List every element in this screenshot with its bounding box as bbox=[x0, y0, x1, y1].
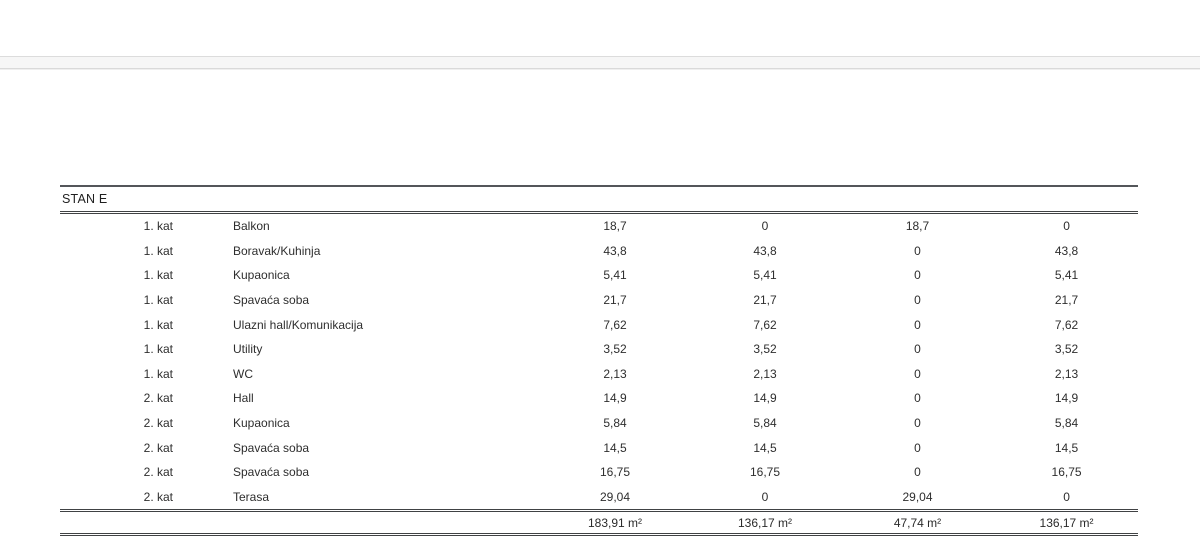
value-cell-0: 14,5 bbox=[603, 440, 627, 455]
table-row: 2. kat Kupaonica 5,84 5,84 0 5,84 bbox=[60, 411, 1138, 436]
value-cell-3: 16,75 bbox=[1051, 465, 1082, 480]
room-cell: WC bbox=[233, 366, 253, 381]
value-cell-2: 0 bbox=[914, 440, 921, 455]
area-report: STAN E 1. kat Balkon 18,7 0 18,7 0 1. ka… bbox=[60, 185, 1139, 536]
value-cell-1: 21,7 bbox=[753, 293, 777, 308]
room-cell: Hall bbox=[233, 391, 254, 406]
room-cell: Spavaća soba bbox=[233, 293, 310, 308]
value-cell-1: 3,52 bbox=[753, 342, 777, 357]
value-cell-0: 21,7 bbox=[603, 293, 627, 308]
value-cell-3: 5,41 bbox=[1054, 268, 1079, 283]
room-cell: Kupaonica bbox=[233, 416, 290, 431]
section-title: STAN E bbox=[62, 192, 108, 206]
value-cell-1: 5,41 bbox=[753, 268, 777, 283]
value-cell-3: 0 bbox=[1063, 489, 1070, 504]
totals-room-cell bbox=[230, 511, 540, 535]
value-cell-2: 18,7 bbox=[905, 219, 930, 234]
value-cell-3: 0 bbox=[1063, 219, 1070, 234]
floor-cell: 1. kat bbox=[143, 293, 173, 308]
table-row: 1. kat Boravak/Kuhinja 43,8 43,8 0 43,8 bbox=[60, 239, 1138, 264]
room-cell: Spavaća soba bbox=[233, 440, 310, 455]
room-cell: Boravak/Kuhinja bbox=[233, 243, 321, 258]
value-cell-2: 0 bbox=[914, 317, 921, 332]
section-header-row: STAN E bbox=[60, 186, 1139, 213]
table-row: 1. kat Spavaća soba 21,7 21,7 0 21,7 bbox=[60, 288, 1138, 313]
value-cell-1: 5,84 bbox=[753, 416, 777, 431]
value-cell-2: 0 bbox=[914, 293, 921, 308]
value-cell-1: 7,62 bbox=[753, 317, 777, 332]
room-cell: Spavaća soba bbox=[233, 465, 310, 480]
totals-floor-cell bbox=[60, 511, 230, 535]
table-row: 1. kat Utility 3,52 3,52 0 3,52 bbox=[60, 337, 1138, 362]
area-table: STAN E 1. kat Balkon 18,7 0 18,7 0 1. ka… bbox=[60, 185, 1139, 536]
value-cell-3: 7,62 bbox=[1054, 317, 1079, 332]
value-cell-1: 43,8 bbox=[753, 243, 777, 258]
floor-cell: 1. kat bbox=[143, 317, 173, 332]
value-cell-1: 0 bbox=[761, 489, 769, 504]
floor-cell: 2. kat bbox=[143, 440, 173, 455]
value-cell-2: 0 bbox=[914, 391, 921, 406]
value-cell-3: 21,7 bbox=[1054, 293, 1079, 308]
room-cell: Balkon bbox=[233, 219, 270, 234]
value-cell-0: 18,7 bbox=[603, 219, 627, 234]
value-cell-3: 14,9 bbox=[1054, 391, 1079, 406]
totals-row: 183,91 m² 136,17 m² 47,74 m² 136,17 m² bbox=[60, 510, 1139, 535]
room-cell: Kupaonica bbox=[233, 268, 290, 283]
floor-cell: 2. kat bbox=[143, 416, 173, 431]
value-cell-2: 29,04 bbox=[902, 489, 933, 504]
table-row: 2. kat Spavaća soba 16,75 16,75 0 16,75 bbox=[60, 460, 1138, 485]
value-cell-2: 0 bbox=[914, 366, 921, 381]
floor-cell: 1. kat bbox=[143, 366, 173, 381]
value-cell-3: 14,5 bbox=[1054, 440, 1079, 455]
floor-cell: 2. kat bbox=[143, 465, 173, 480]
value-cell-2: 0 bbox=[914, 243, 921, 258]
floor-cell: 2. kat bbox=[143, 489, 173, 504]
toolbar-separator-band bbox=[0, 56, 1200, 69]
value-cell-3: 43,8 bbox=[1054, 243, 1079, 258]
value-cell-0: 7,62 bbox=[603, 317, 627, 332]
floor-cell: 1. kat bbox=[143, 219, 173, 234]
value-cell-0: 3,52 bbox=[603, 342, 627, 357]
floor-cell: 2. kat bbox=[143, 391, 173, 406]
value-cell-0: 29,04 bbox=[599, 489, 631, 504]
value-cell-2: 0 bbox=[914, 342, 921, 357]
value-cell-0: 2,13 bbox=[603, 366, 627, 381]
value-cell-2: 0 bbox=[914, 465, 921, 480]
table-row: 2. kat Terasa 29,04 0 29,04 0 bbox=[60, 485, 1138, 511]
floor-cell: 1. kat bbox=[143, 268, 173, 283]
value-cell-0: 5,41 bbox=[603, 268, 627, 283]
value-cell-0: 14,9 bbox=[603, 391, 627, 406]
value-cell-3: 2,13 bbox=[1054, 366, 1079, 381]
floor-cell: 1. kat bbox=[143, 243, 173, 258]
table-row: 1. kat Ulazni hall/Komunikacija 7,62 7,6… bbox=[60, 312, 1138, 337]
total-cell-0: 183,91 m² bbox=[587, 515, 643, 530]
value-cell-0: 43,8 bbox=[603, 243, 627, 258]
value-cell-1: 14,9 bbox=[753, 391, 777, 406]
table-row: 1. kat WC 2,13 2,13 0 2,13 bbox=[60, 362, 1138, 387]
room-cell: Utility bbox=[233, 342, 263, 357]
room-cell: Terasa bbox=[233, 489, 270, 504]
total-cell-2: 47,74 m² bbox=[893, 515, 942, 530]
value-cell-2: 0 bbox=[914, 416, 921, 431]
table-row: 1. kat Balkon 18,7 0 18,7 0 bbox=[60, 213, 1138, 239]
value-cell-0: 5,84 bbox=[603, 416, 627, 431]
table-row: 2. kat Spavaća soba 14,5 14,5 0 14,5 bbox=[60, 435, 1138, 460]
value-cell-0: 16,75 bbox=[599, 465, 631, 480]
room-cell: Ulazni hall/Komunikacija bbox=[233, 317, 364, 332]
value-cell-1: 16,75 bbox=[749, 465, 781, 480]
total-cell-3: 136,17 m² bbox=[1039, 515, 1094, 530]
table-row: 1. kat Kupaonica 5,41 5,41 0 5,41 bbox=[60, 263, 1138, 288]
value-cell-1: 2,13 bbox=[753, 366, 777, 381]
value-cell-1: 0 bbox=[761, 219, 769, 234]
value-cell-1: 14,5 bbox=[753, 440, 777, 455]
table-row: 2. kat Hall 14,9 14,9 0 14,9 bbox=[60, 386, 1138, 411]
value-cell-2: 0 bbox=[914, 268, 921, 283]
total-cell-1: 136,17 m² bbox=[737, 515, 793, 530]
value-cell-3: 5,84 bbox=[1054, 416, 1079, 431]
floor-cell: 1. kat bbox=[143, 342, 173, 357]
table-body: 1. kat Balkon 18,7 0 18,7 0 1. kat Borav… bbox=[60, 213, 1138, 511]
value-cell-3: 3,52 bbox=[1054, 342, 1079, 357]
